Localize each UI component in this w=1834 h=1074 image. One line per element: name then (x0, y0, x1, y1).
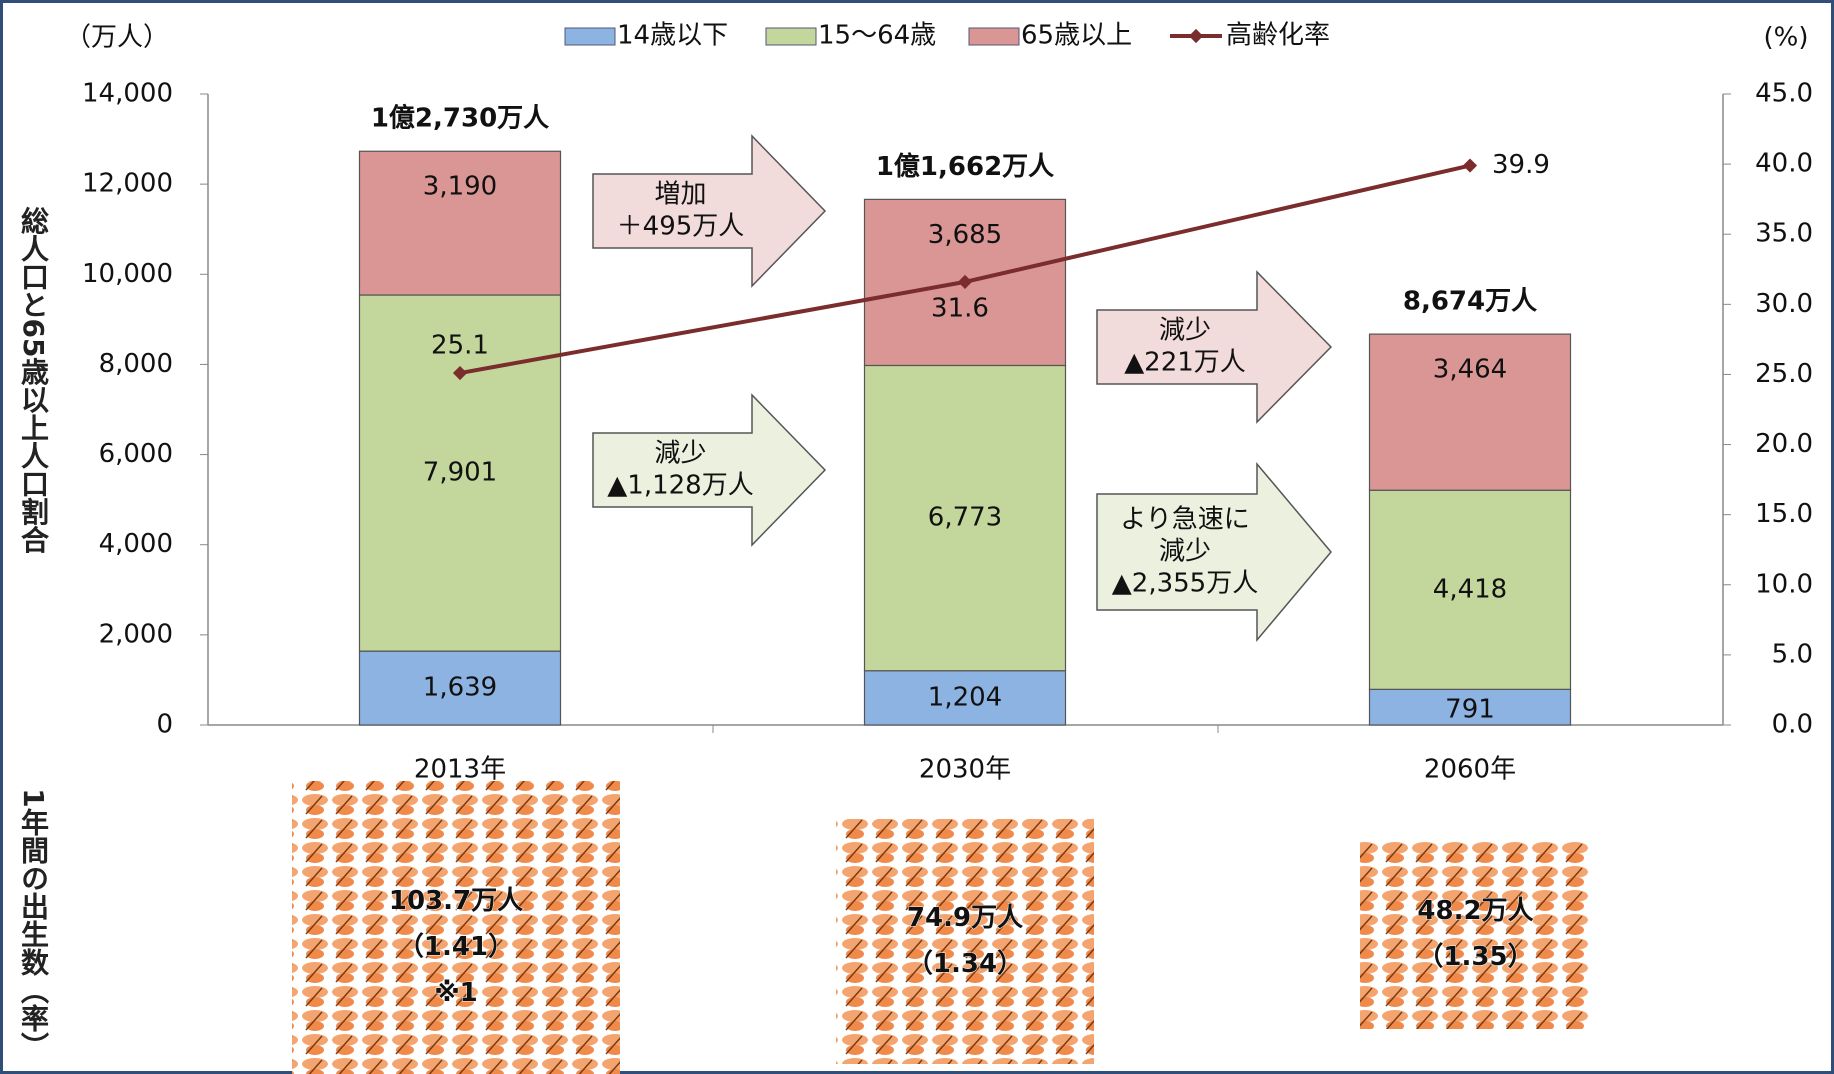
value-label: 1,639 (423, 673, 497, 703)
births-text: 48.2万人 (1417, 896, 1533, 926)
value-label: 4,418 (1433, 574, 1507, 604)
bar-segment (1368, 333, 1572, 491)
value-label: 6,773 (928, 503, 1002, 533)
bar-segment (358, 294, 562, 652)
arrow (1096, 270, 1333, 424)
births-icons (1360, 840, 1591, 1029)
y-tick-label: 12,000 (82, 169, 173, 199)
bar-segment (1368, 489, 1572, 690)
births-text: 103.7万人 (389, 886, 523, 916)
bar-segment (358, 150, 562, 296)
arrow-text: より急速に (1120, 505, 1249, 535)
legend-swatch (564, 27, 616, 46)
arrow-text: ＋495万人 (617, 212, 745, 242)
bar-segment (863, 364, 1067, 672)
value-label: 3,190 (423, 172, 497, 202)
total-label: 1億2,730万人 (371, 104, 549, 134)
y-tick-label: 8,000 (99, 349, 173, 379)
x-tick-label: 2013年 (414, 755, 506, 785)
value-label: 3,685 (928, 220, 1002, 250)
legend-swatch (968, 27, 1020, 46)
legend-label: 15～64歳 (818, 21, 936, 51)
value-label: 3,464 (1433, 355, 1507, 385)
legend-label: 65歳以上 (1021, 21, 1132, 51)
line-value-label: 39.9 (1492, 150, 1550, 180)
births-label: 1年間の出生数（率） (17, 788, 50, 1059)
arrow-text: ▲2,355万人 (1112, 569, 1258, 599)
arrow-text: ▲221万人 (1124, 348, 1246, 378)
births-text: （1.41） (398, 932, 514, 962)
arrow-text: 減少 (1159, 537, 1211, 567)
legend-swatch (765, 27, 817, 46)
arrow (1096, 461, 1332, 643)
x-tick-label: 2030年 (919, 755, 1011, 785)
y-tick-label: 4,000 (99, 529, 173, 559)
legend-marker (1188, 28, 1204, 44)
value-label: 7,901 (423, 458, 497, 488)
y-tick-label: 2,000 (99, 619, 173, 649)
y2-tick-label: 5.0 (1772, 639, 1813, 669)
y2-tick-label: 30.0 (1755, 289, 1813, 319)
line-marker (452, 365, 468, 381)
legend-label: 14歳以下 (617, 21, 728, 51)
y2-tick-label: 0.0 (1772, 710, 1813, 740)
y2-tick-label: 10.0 (1755, 569, 1813, 599)
y-axis-label: 総人口と65歳以上人口割合 (17, 205, 50, 553)
total-label: 1億1,662万人 (876, 152, 1054, 182)
line-marker (957, 274, 973, 289)
arrow-text: 減少 (654, 439, 706, 469)
value-label: 1,204 (928, 682, 1002, 712)
y-unit: （万人） (65, 23, 169, 53)
arrow-text: ▲1,128万人 (607, 471, 753, 501)
y2-tick-label: 45.0 (1755, 79, 1813, 109)
births-text: ※1 (434, 978, 477, 1008)
births-text: 74.9万人 (907, 903, 1023, 933)
y-tick-label: 6,000 (99, 439, 173, 469)
births-icons (836, 819, 1094, 1064)
x-tick-label: 2060年 (1424, 755, 1516, 785)
legend-label: 高齢化率 (1226, 21, 1330, 51)
y2-tick-label: 40.0 (1755, 149, 1813, 179)
bar-segment (358, 650, 562, 726)
y2-tick-label: 25.0 (1755, 359, 1813, 389)
arrow (592, 393, 827, 547)
y-tick-label: 10,000 (82, 259, 173, 289)
line-value-label: 31.6 (931, 293, 989, 323)
line-value-label: 25.1 (431, 331, 489, 361)
total-label: 8,674万人 (1403, 287, 1537, 317)
arrow (592, 134, 827, 288)
y2-tick-label: 20.0 (1755, 429, 1813, 459)
arrow-text: 増加 (654, 180, 706, 210)
arrow-text: 減少 (1159, 316, 1211, 346)
bar-segment (1368, 688, 1572, 726)
y2-tick-label: 15.0 (1755, 499, 1813, 529)
value-label: 791 (1445, 695, 1495, 725)
births-icons (292, 781, 620, 1074)
y2-unit: (%) (1764, 23, 1809, 53)
y-tick-label: 14,000 (82, 79, 173, 109)
births-text: （1.35） (1417, 942, 1533, 972)
y-tick-label: 0 (156, 710, 173, 740)
y2-tick-label: 35.0 (1755, 219, 1813, 249)
births-text: （1.34） (907, 949, 1023, 979)
line-marker (1462, 158, 1478, 173)
